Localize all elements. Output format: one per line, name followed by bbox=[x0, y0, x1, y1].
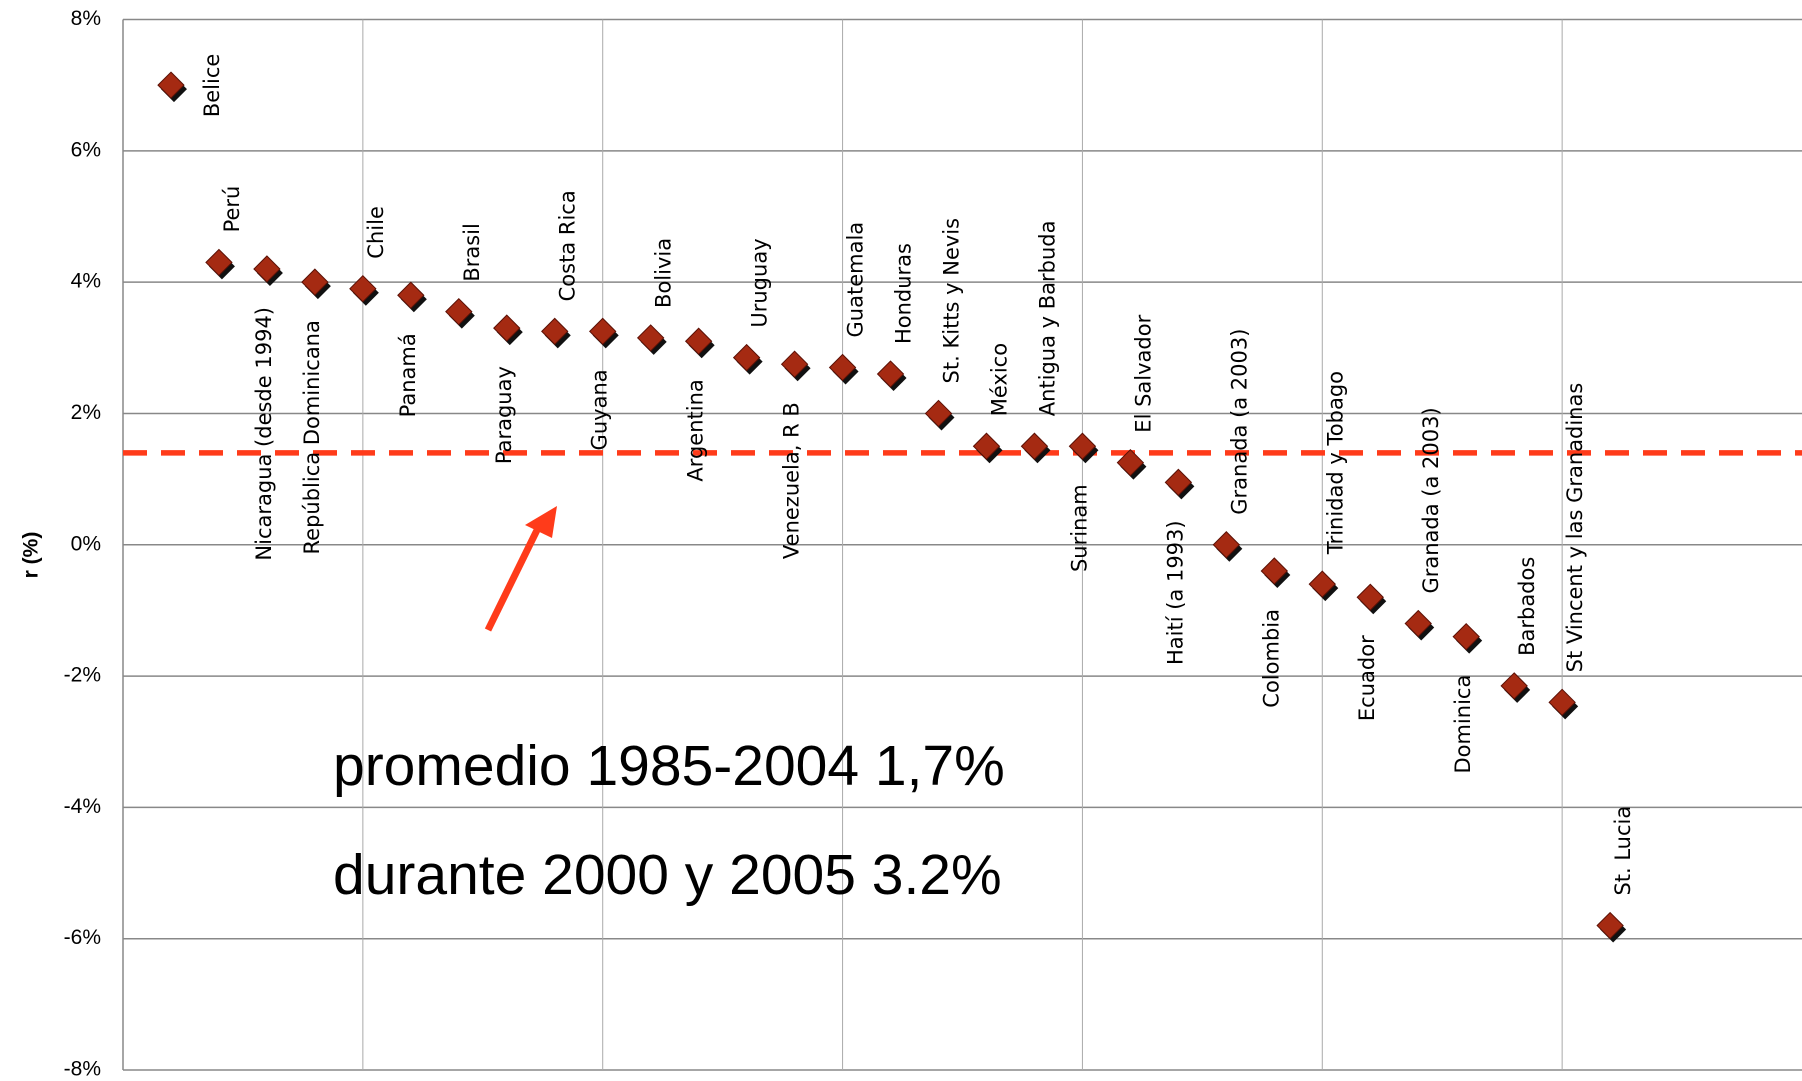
point-label: Panamá bbox=[396, 333, 420, 417]
point-label: Argentina bbox=[684, 379, 708, 481]
y-tick-label: 6% bbox=[71, 138, 101, 161]
arrow-shaft bbox=[484, 522, 544, 632]
point-label: Barbados bbox=[1515, 557, 1539, 656]
y-tick-label: -2% bbox=[64, 664, 101, 687]
point bbox=[1356, 583, 1384, 611]
point bbox=[541, 317, 569, 346]
point bbox=[1308, 570, 1336, 598]
point-label: Belice bbox=[200, 54, 224, 117]
point-label: Colombia bbox=[1259, 609, 1283, 708]
point-label: Surinam bbox=[1067, 484, 1091, 572]
point-label: Granada (a 2003) bbox=[1419, 407, 1443, 593]
y-tick-label: 2% bbox=[71, 401, 101, 424]
point bbox=[780, 350, 809, 378]
point bbox=[205, 248, 233, 277]
point-label: Trinidad y Tobago bbox=[1323, 371, 1347, 555]
point bbox=[972, 432, 1001, 460]
y-axis-label: r (%) bbox=[20, 532, 43, 579]
point-label: Guyana bbox=[588, 369, 612, 450]
y-tick-label: 0% bbox=[71, 532, 101, 555]
point bbox=[589, 317, 617, 346]
point bbox=[1500, 672, 1528, 700]
point bbox=[493, 314, 521, 342]
y-tick-label: -6% bbox=[64, 926, 101, 949]
point-label: Granada (a 2003) bbox=[1227, 329, 1251, 515]
point bbox=[924, 399, 953, 428]
point bbox=[1548, 688, 1576, 717]
point bbox=[1596, 911, 1624, 940]
point-label: Dominica bbox=[1451, 675, 1475, 774]
point-label: República Dominicana bbox=[300, 320, 324, 554]
y-tick-label: 8% bbox=[71, 7, 101, 30]
point-label: Paraguay bbox=[492, 366, 516, 464]
point bbox=[397, 281, 425, 309]
point bbox=[1260, 557, 1289, 585]
point bbox=[445, 297, 473, 326]
point-label: Uruguay bbox=[748, 238, 772, 327]
point-label: Chile bbox=[364, 206, 388, 259]
point-label: St. Lucia bbox=[1611, 806, 1635, 896]
point-label: Haití (a 1993) bbox=[1163, 520, 1187, 665]
point bbox=[684, 327, 713, 355]
point-label: St. Kitts y Nevis bbox=[940, 218, 964, 384]
point bbox=[1212, 531, 1241, 559]
point bbox=[732, 343, 761, 372]
y-tick-label: 4% bbox=[71, 270, 101, 293]
point bbox=[349, 274, 377, 303]
point-label: Venezuela, R B bbox=[780, 402, 804, 559]
point bbox=[1020, 432, 1049, 460]
point bbox=[1164, 468, 1193, 497]
arrow-head bbox=[525, 506, 557, 538]
point-label: Honduras bbox=[892, 243, 916, 344]
point bbox=[157, 71, 185, 99]
annotation: durante 2000 y 2005 3.2% bbox=[333, 843, 1002, 907]
point bbox=[636, 324, 665, 352]
point-label: México bbox=[987, 343, 1011, 416]
point-label: Guatemala bbox=[844, 222, 868, 338]
y-tick-label: -4% bbox=[64, 795, 101, 818]
point-label: El Salvador bbox=[1131, 314, 1155, 432]
point-label: Bolivia bbox=[652, 238, 676, 308]
point bbox=[253, 255, 281, 283]
point-label: Perú bbox=[220, 186, 244, 233]
point bbox=[1068, 432, 1097, 460]
point-label: Ecuador bbox=[1355, 635, 1379, 721]
point-label: Nicaragua (desde 1994) bbox=[252, 307, 276, 561]
point-label: Costa Rica bbox=[556, 190, 580, 301]
point-label: Antigua y Barbuda bbox=[1035, 220, 1059, 416]
y-tick-label: -8% bbox=[64, 1058, 101, 1081]
annotation: promedio 1985-2004 1,7% bbox=[333, 734, 1005, 798]
point bbox=[1116, 448, 1145, 477]
point bbox=[301, 268, 329, 296]
point-label: St Vincent y las Granadinas bbox=[1563, 383, 1587, 673]
point bbox=[828, 353, 857, 382]
point bbox=[876, 360, 905, 388]
point-label: Brasil bbox=[460, 223, 484, 282]
point bbox=[1404, 609, 1432, 638]
point bbox=[1452, 622, 1480, 651]
